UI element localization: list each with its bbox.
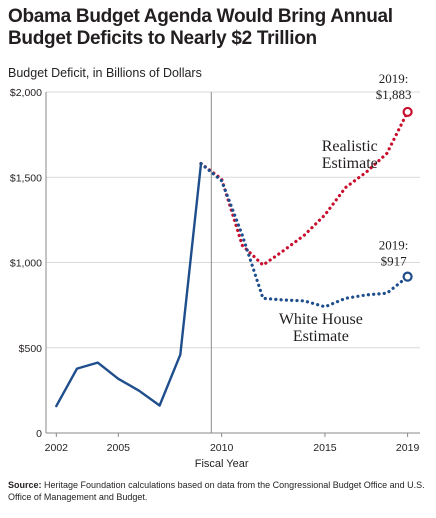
x-tick-label: 2019 xyxy=(396,442,420,454)
chart-subtitle: Budget Deficit, in Billions of Dollars xyxy=(8,66,202,80)
realistic-endpoint-marker xyxy=(402,106,413,118)
x-tick-label: 2002 xyxy=(45,442,69,454)
white-house-estimate-label-line1: White House xyxy=(279,311,363,328)
white-house-estimate-label-line2: Estimate xyxy=(293,328,349,345)
realistic-estimate-line xyxy=(199,110,410,267)
chart-title-line2: Budget Deficits to Nearly $2 Trillion xyxy=(8,28,317,49)
y-tick-label: $1,500 xyxy=(10,172,42,184)
x-tick-label: 2005 xyxy=(107,442,131,454)
y-tick-label: $1,000 xyxy=(10,258,42,270)
white-house-end-value-label: $917 xyxy=(381,254,408,269)
realistic-end-value-label: $1,883 xyxy=(376,87,412,102)
y-tick-label: $500 xyxy=(19,343,43,355)
white-house-end-year-label: 2019: xyxy=(379,238,409,253)
realistic-estimate-label-line2: Estimate xyxy=(322,155,378,172)
source-text: Heritage Foundation calculations based o… xyxy=(8,480,425,502)
source-note: Source: Heritage Foundation calculations… xyxy=(8,479,428,503)
x-tick-label: 2010 xyxy=(210,442,234,454)
chart-title: Obama Budget Agenda Would Bring Annual B… xyxy=(8,6,428,50)
x-tick-label: 2015 xyxy=(313,442,337,454)
x-axis-label: Fiscal Year xyxy=(195,458,249,470)
y-tick-label: 0 xyxy=(36,428,42,440)
y-tick-label: $2,000 xyxy=(10,87,42,99)
realistic-end-year-label: 2019: xyxy=(379,71,409,86)
white-house-estimate-line xyxy=(199,162,410,309)
chart-title-line1: Obama Budget Agenda Would Bring Annual xyxy=(8,6,393,27)
source-label: Source: xyxy=(8,480,42,490)
historical-deficit-line xyxy=(55,162,203,408)
white-house-endpoint-marker xyxy=(402,271,413,282)
realistic-estimate-label-line1: Realistic xyxy=(322,138,378,155)
